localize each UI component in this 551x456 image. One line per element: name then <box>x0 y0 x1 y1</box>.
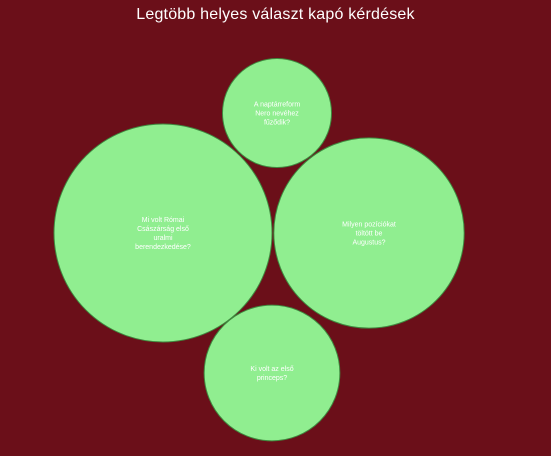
bubble-label: Ki volt az első princeps? <box>250 366 293 382</box>
bubble[interactable]: Milyen pozíciókat töltött be Augustus? <box>273 137 465 329</box>
bubble[interactable]: Mi volt Római Császárság első uralmi berend… <box>53 123 273 343</box>
bubble[interactable]: Ki volt az első princeps? <box>203 304 341 442</box>
bubble-label: A naptárreform Nero nevéhez fűződik? <box>254 102 300 127</box>
bubble-label: Milyen pozíciókat töltött be Augustus? <box>342 222 396 247</box>
bubble-circle[interactable] <box>203 304 341 442</box>
bubble-circle[interactable] <box>222 58 332 168</box>
bubble-label: Mi volt Római Császárság első uralmi berend… <box>135 217 191 251</box>
bubble-circle[interactable] <box>273 137 465 329</box>
bubble-circle[interactable] <box>53 123 273 343</box>
chart-title: Legtöbb helyes választ kapó kérdések <box>136 6 415 23</box>
bubble[interactable]: A naptárreform Nero nevéhez fűződik? <box>222 58 332 168</box>
